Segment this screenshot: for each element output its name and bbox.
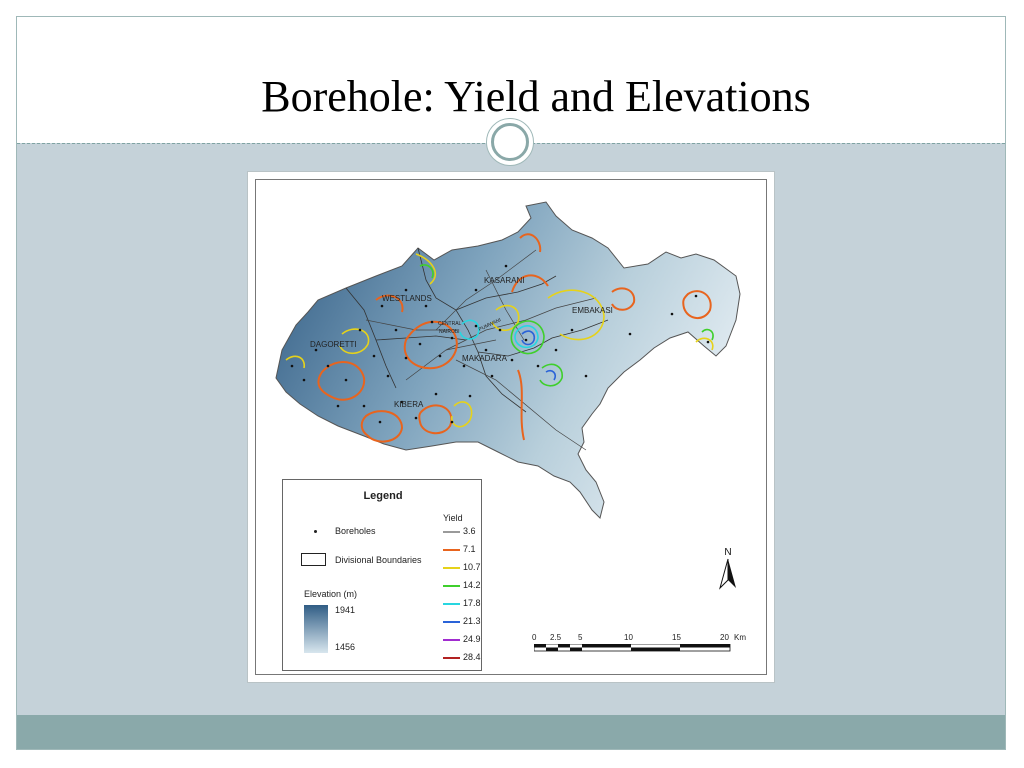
map-canvas [275, 201, 741, 519]
scale-label-20: 20 [720, 633, 729, 642]
borehole-point-icon [314, 530, 317, 533]
legend-boundaries-label: Divisional Boundaries [335, 555, 422, 565]
legend-yield-title: Yield [443, 513, 463, 523]
yield-line-swatch-icon [443, 603, 460, 605]
yield-line-swatch-icon [443, 531, 460, 533]
footer-bar [17, 715, 1005, 749]
legend-yield-row: 3.6 [443, 526, 483, 538]
yield-class-value: 14.2 [463, 580, 481, 590]
north-arrow-icon: N [719, 547, 736, 590]
yield-class-value: 7.1 [463, 544, 476, 554]
scale-label-10: 10 [624, 633, 633, 642]
scale-unit: Km [734, 633, 746, 642]
legend-yield-row: 17.8 [443, 598, 483, 610]
yield-class-value: 21.3 [463, 616, 481, 626]
legend-yield-row: 7.1 [443, 544, 483, 556]
legend-title: Legend [363, 490, 403, 502]
map-figure: KASARANI WESTLANDS EMBAKASI CENTRAL NAIR… [247, 171, 775, 683]
north-label: N [724, 547, 731, 558]
yield-isoline-10-7 [285, 253, 714, 428]
nairobi-elevation-surface [275, 201, 741, 519]
yield-line-swatch-icon [443, 549, 460, 551]
scale-bar: 0 2.5 5 10 15 20 Km [532, 633, 764, 663]
legend-yield-row: 21.3 [443, 616, 483, 628]
division-label-central: CENTRAL [438, 321, 462, 327]
division-label-westlands: WESTLANDS [382, 294, 432, 303]
legend-yield-row: 24.9 [443, 634, 483, 646]
yield-isoline-21-3 [521, 330, 557, 381]
division-label-makadara: MAKADARA [462, 354, 507, 363]
scale-label-5: 5 [578, 633, 583, 642]
yield-line-swatch-icon [443, 657, 460, 659]
legend-elevation-label: Elevation (m) [304, 589, 358, 599]
yield-line-swatch-icon [443, 639, 460, 641]
legend-elevation-max: 1941 [335, 605, 356, 615]
yield-line-swatch-icon [443, 621, 460, 623]
yield-class-value: 3.6 [463, 526, 476, 536]
division-label-dagoretti: DAGORETTI [310, 340, 357, 349]
legend-yield-row: 28.4 [443, 652, 483, 664]
legend-yield-row: 10.7 [443, 562, 483, 574]
slide: Borehole: Yield and Elevations [16, 16, 1006, 750]
map-legend: Legend Yield Boreholes Divisional Bounda… [282, 479, 482, 671]
map-panel: KASARANI WESTLANDS EMBAKASI CENTRAL NAIR… [255, 179, 767, 675]
divider-circle-ornament [486, 118, 534, 166]
borehole-points [290, 264, 710, 424]
yield-isoline-17-8 [459, 319, 539, 349]
division-label-kibera: KIBERA [394, 400, 424, 409]
scale-label-2-5: 2.5 [550, 633, 562, 642]
yield-line-swatch-icon [443, 585, 460, 587]
yield-class-value: 10.7 [463, 562, 481, 572]
slide-title: Borehole: Yield and Elevations [261, 72, 811, 121]
yield-class-value: 28.4 [463, 652, 481, 662]
yield-class-value: 17.8 [463, 598, 481, 608]
scale-label-0: 0 [532, 633, 537, 642]
scale-label-15: 15 [672, 633, 681, 642]
division-label-embakasi: EMBAKASI [572, 306, 613, 315]
division-label-nairobi: NAIROBI [439, 329, 460, 335]
yield-line-swatch-icon [443, 567, 460, 569]
boundary-swatch-icon [301, 553, 326, 566]
yield-class-value: 24.9 [463, 634, 481, 644]
division-label-kasarani: KASARANI [484, 276, 525, 285]
scale-bar-graphic [534, 644, 731, 652]
legend-elevation-min: 1456 [335, 642, 356, 652]
yield-isoline-14-2 [419, 264, 714, 387]
legend-yield-row: 14.2 [443, 580, 483, 592]
yield-isoline-7-1 [317, 233, 712, 443]
elevation-color-ramp [304, 605, 328, 653]
legend-boreholes-label: Boreholes [335, 526, 376, 536]
